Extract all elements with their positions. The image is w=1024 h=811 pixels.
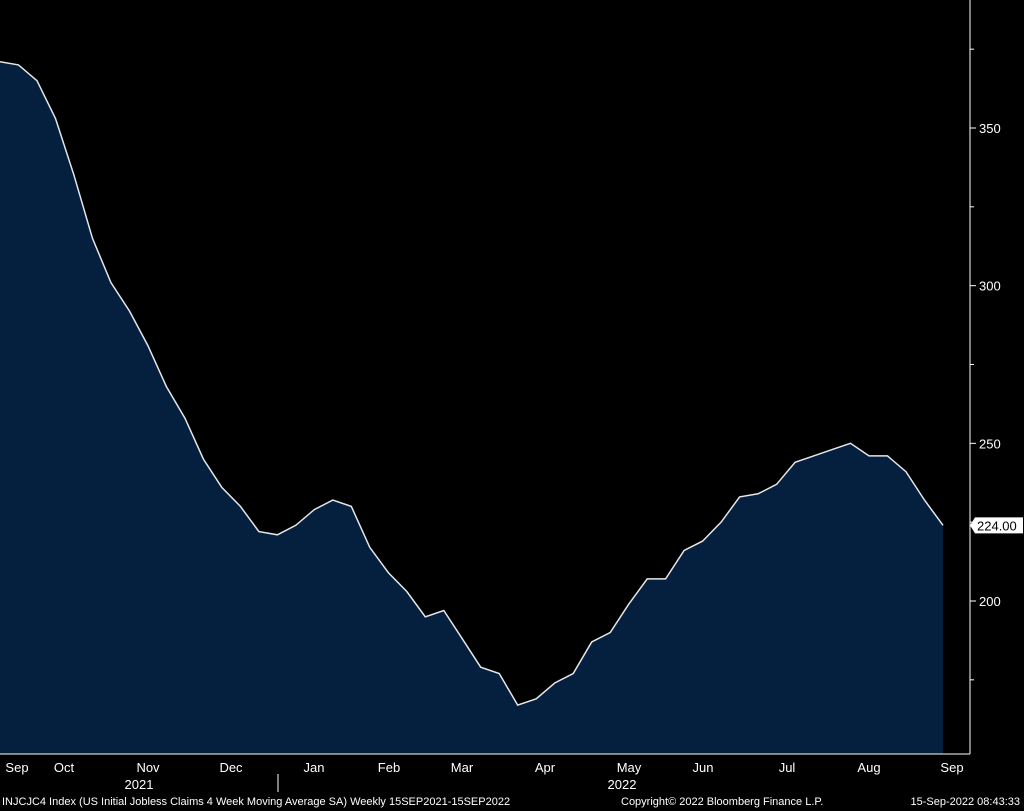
copyright-text: Copyright© 2022 Bloomberg Finance L.P. <box>621 796 824 808</box>
x-tick-label: Jul <box>779 760 796 775</box>
y-tick-label: 200 <box>979 594 1001 609</box>
x-tick-label: Oct <box>54 760 75 775</box>
x-year-label: 2022 <box>608 777 637 792</box>
last-value-label: 224.00 <box>977 518 1017 533</box>
y-tick-label: 350 <box>979 121 1001 136</box>
x-tick-label: Dec <box>219 760 243 775</box>
x-tick-label: Aug <box>857 760 880 775</box>
area-fill <box>0 61 943 755</box>
plot-area <box>0 61 944 755</box>
y-tick-label: 300 <box>979 279 1001 294</box>
x-tick-label: Feb <box>378 760 400 775</box>
axis-labels: 200 250 300 350 224.00 Sep Oct Nov Dec Jan Feb Mar A… <box>5 121 1023 792</box>
series-description: INJCJC4 Index (US Initial Jobless Claims… <box>2 796 511 808</box>
x-tick-label: Nov <box>136 760 160 775</box>
chart-footer: INJCJC4 Index (US Initial Jobless Claims… <box>0 794 1024 811</box>
x-tick-label: May <box>617 760 642 775</box>
last-value-marker <box>970 517 1023 534</box>
x-tick-label: Apr <box>535 760 556 775</box>
x-tick-label: Mar <box>451 760 474 775</box>
y-tick-label: 250 <box>979 436 1001 451</box>
x-tick-label: Sep <box>940 760 963 775</box>
jobless-claims-chart: 200 250 300 350 224.00 Sep Oct Nov Dec Jan Feb Mar A… <box>0 0 1023 792</box>
x-tick-label: Jan <box>304 760 325 775</box>
axes <box>0 0 976 792</box>
x-year-label: 2021 <box>125 777 154 792</box>
x-tick-label: Sep <box>5 760 28 775</box>
x-tick-label: Jun <box>693 760 714 775</box>
series-line <box>0 61 944 707</box>
timestamp: 15-Sep-2022 08:43:33 <box>910 796 1020 808</box>
